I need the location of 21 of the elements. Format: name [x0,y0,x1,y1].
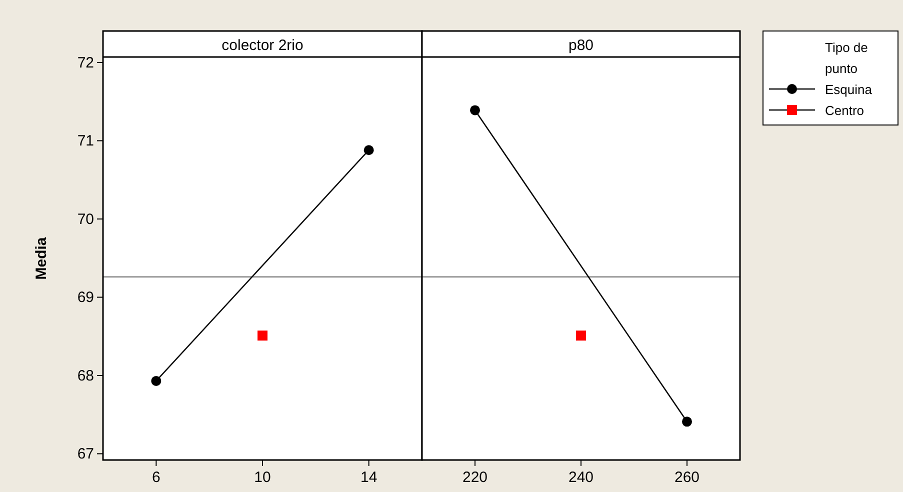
y-tick-label: 70 [77,210,94,228]
y-tick-label: 69 [77,289,94,306]
legend-label: Centro [825,103,864,118]
x-tick-label: 220 [462,469,488,486]
x-tick-label: 14 [360,469,378,486]
y-tick-label: 72 [77,54,94,72]
chart-title: p80 [568,37,594,54]
point [151,376,162,386]
legend-title: Tipo de punto [825,40,868,76]
y-tick-label: 68 [77,367,94,384]
chart-title: colector 2rio [222,37,304,54]
x-tick-label: 260 [674,469,700,486]
legend-label: Esquina [825,82,873,97]
y-axis-title: Media [33,236,50,280]
y-tick-label: 71 [77,132,94,150]
x-tick-label: 240 [568,469,594,486]
x-tick-label: 10 [254,469,271,486]
y-tick-label: 67 [77,446,94,463]
point [364,145,374,156]
point [258,330,268,341]
x-tick-label: 6 [152,469,160,486]
